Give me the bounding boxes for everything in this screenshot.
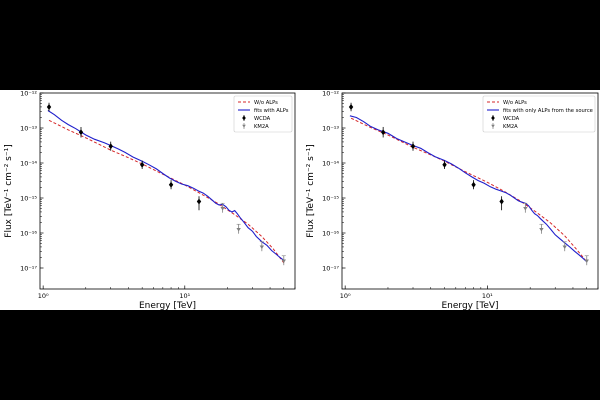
- x-tick-label: 10⁰: [340, 292, 351, 300]
- legend-box: [482, 95, 596, 133]
- diamond-marker: [196, 198, 202, 205]
- y-tick-label: 10⁻¹²: [322, 90, 339, 98]
- triangle-marker: [236, 228, 241, 232]
- legend-label: fits with only ALPs from the source: [503, 108, 593, 114]
- y-tick-label: 10⁻¹⁶: [322, 230, 339, 238]
- triangle-marker: [539, 228, 544, 232]
- y-tick-label: 10⁻¹⁷: [322, 265, 339, 273]
- legend-label: WCDA: [254, 116, 271, 122]
- y-axis-label: Flux [TeV⁻¹ cm⁻² s⁻¹]: [306, 144, 316, 237]
- series-wcda-point: [442, 160, 447, 169]
- diamond-marker: [442, 161, 447, 168]
- series-wcda-point: [380, 126, 386, 138]
- series-wcda-point: [196, 196, 202, 211]
- chart-panel-right: 10⁻¹² 10⁻¹³ 10⁻¹⁴ 10⁻¹⁵ 10⁻¹⁶ 10⁻¹⁷ 10⁰ 10¹Ener…: [306, 90, 599, 310]
- y-tick-label: 10⁻¹⁵: [20, 195, 37, 203]
- x-tick-label: 10¹: [482, 292, 493, 300]
- plot-area: [348, 102, 589, 266]
- legend-swatch-triangle: [491, 124, 495, 128]
- series-wcda-point: [499, 196, 504, 211]
- series-wcda-point: [348, 102, 354, 112]
- legend-swatch-triangle: [242, 124, 246, 128]
- series-km2a-point: [562, 241, 567, 252]
- series-w-o-alps-line: [350, 117, 588, 263]
- y-tick-label: 10⁻¹³: [322, 125, 339, 133]
- y-axis-label: Flux [TeV⁻¹ cm⁻² s⁻¹]: [4, 144, 14, 237]
- x-axis-label: Energy [TeV]: [139, 301, 196, 310]
- legend-swatch-diamond: [242, 115, 246, 121]
- series-wcda-point: [471, 180, 476, 190]
- series-wcda-point: [410, 141, 416, 151]
- diamond-marker: [139, 161, 145, 168]
- diamond-marker: [168, 181, 174, 188]
- series-km2a-point: [281, 255, 286, 266]
- series-km2a-point: [539, 223, 544, 234]
- axes-frame: [341, 92, 599, 290]
- diamond-marker: [348, 104, 354, 110]
- triangle-marker: [584, 259, 589, 263]
- diamond-marker: [499, 198, 504, 205]
- y-tick-label: 10⁻¹⁵: [322, 195, 339, 203]
- series-fits-with-alps-line: [47, 110, 285, 261]
- legend-label: KM2A: [503, 124, 518, 130]
- y-tick-label: 10⁻¹⁶: [20, 230, 37, 238]
- legend-label: fits with ALPs: [254, 108, 289, 114]
- diamond-marker: [410, 143, 416, 150]
- triangle-marker: [281, 259, 286, 263]
- triangle-marker: [259, 245, 265, 249]
- series-w-o-alps-line: [48, 119, 285, 264]
- figure: 10⁻¹² 10⁻¹³ 10⁻¹⁴ 10⁻¹⁵ 10⁻¹⁶ 10⁻¹⁷ 10⁰ 10¹ Ener…: [0, 90, 600, 310]
- series-wcda-point: [78, 126, 84, 138]
- series-km2a-point: [220, 202, 225, 213]
- series-km2a-point: [259, 241, 265, 252]
- legend-label: KM2A: [254, 124, 269, 130]
- diamond-marker: [108, 143, 113, 150]
- diamond-marker: [78, 129, 84, 136]
- series-wcda-point: [46, 102, 52, 112]
- legend-label: W/o ALPs: [503, 100, 527, 106]
- y-tick-label: 10⁻¹⁴: [20, 160, 37, 168]
- series-km2a-point: [584, 255, 589, 266]
- chart-panel-left: 10⁻¹² 10⁻¹³ 10⁻¹⁴ 10⁻¹⁵ 10⁻¹⁶ 10⁻¹⁷ 10⁰ 10¹Ener…: [4, 90, 296, 310]
- series-wcda-point: [139, 160, 145, 169]
- y-tick-label: 10⁻¹⁷: [20, 265, 37, 273]
- y-tick-label: 10⁻¹⁴: [322, 160, 339, 168]
- y-tick-label: 10⁻¹²: [20, 90, 37, 98]
- diamond-marker: [471, 181, 476, 188]
- series-fits-with-only-alps-from-the-source-line: [349, 115, 588, 263]
- plot-area: [46, 102, 286, 266]
- series-wcda-point: [108, 141, 113, 151]
- diamond-marker: [46, 104, 52, 110]
- series-km2a-point: [236, 223, 241, 234]
- legend: W/o ALPs fits with ALPs WCDA KM2A: [233, 95, 293, 133]
- triangle-marker: [562, 245, 567, 249]
- x-axis-label: Energy [TeV]: [441, 301, 498, 310]
- legend-label: W/o ALPs: [254, 100, 278, 106]
- legend-swatch-diamond: [491, 115, 495, 121]
- triangle-marker: [523, 207, 528, 211]
- legend-label: WCDA: [503, 116, 520, 122]
- legend-box: [233, 95, 293, 133]
- series-km2a-point: [523, 202, 528, 213]
- diamond-marker: [380, 129, 386, 136]
- triangle-marker: [220, 207, 225, 211]
- series-wcda-point: [168, 180, 174, 190]
- y-tick-label: 10⁻¹³: [20, 125, 37, 133]
- axes-frame: [39, 92, 296, 290]
- x-tick-label: 10⁰: [38, 292, 49, 300]
- x-tick-label: 10¹: [179, 292, 190, 300]
- legend: W/o ALPs fits with only ALPs from the sou…: [482, 95, 596, 133]
